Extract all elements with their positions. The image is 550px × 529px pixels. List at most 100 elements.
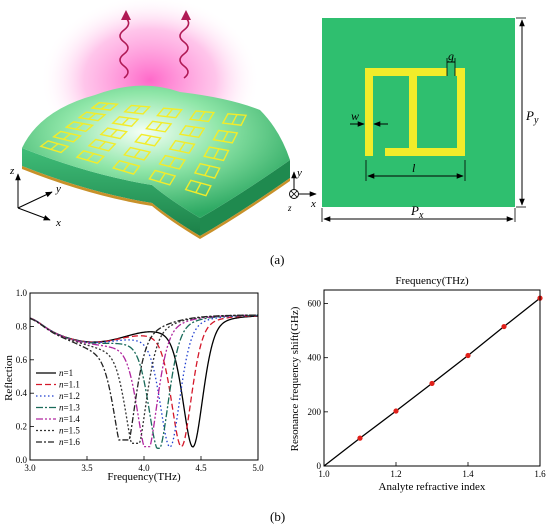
panel-a-caption: (a) [270, 252, 284, 267]
reflection-chart: Reflection Frequency(THz) 3.0 3.5 4.0 4.5 5.… [3, 288, 264, 483]
shift-y-tick-label: 400 [308, 353, 322, 363]
legend-label: n=1.3 [59, 403, 80, 413]
reflection-y-title: Reflection [3, 355, 15, 401]
reflected-wave-arrow [181, 10, 191, 20]
unit-cell-axis-y: y [296, 167, 302, 179]
resonator-cell [221, 113, 248, 126]
reflection-y-tick-label: 0.0 [16, 455, 28, 465]
reflection-series-line [30, 315, 258, 448]
legend-label: n=1.4 [59, 414, 80, 424]
unit-cell-diagram: g w l Py Px y z x [287, 17, 539, 222]
resonator-cell [111, 116, 140, 127]
resonator-cell [148, 169, 177, 186]
reflection-x-tick-label: 4.0 [138, 463, 150, 473]
resonator-cell [99, 127, 128, 140]
resonator-cell [77, 111, 107, 122]
reflection-y-tick-label: 0.6 [16, 355, 28, 365]
shift-x-tick-label: 1.0 [318, 469, 330, 479]
reflection-x-tick-label: 3.0 [24, 463, 36, 473]
shift-data-point [357, 435, 363, 441]
shift-plot-frame [323, 289, 541, 467]
resonator-cell [112, 159, 141, 175]
resonator-cell [64, 121, 95, 133]
metasurface-3d-illustration [22, 0, 290, 239]
shift-data-point [501, 323, 507, 330]
shift-data-point [393, 408, 399, 414]
resonator-cell [39, 140, 70, 154]
axis-x-label: x [55, 217, 61, 229]
resonator-cell [212, 129, 239, 144]
reflection-x-tick-label: 4.5 [195, 463, 207, 473]
resonator-cell [193, 162, 221, 179]
shift-y-tick-label: 0 [317, 461, 322, 471]
reflection-series-line [30, 314, 258, 448]
coordinate-axes-3d: z y x [9, 165, 61, 229]
shift-data-point [429, 380, 435, 387]
shift-x-title: Analyte refractive index [379, 481, 486, 493]
frequency-shift-chart: Frequency(THz) Resonance frequency shift… [289, 275, 546, 493]
gap-label: g [448, 49, 454, 63]
reflection-x-tick-label: 5.0 [252, 463, 264, 473]
resonator-cell [178, 125, 206, 139]
unit-cell-axes: y z x [287, 167, 317, 213]
shift-chart-title: Frequency(THz) [395, 275, 469, 287]
reflection-x-title: Frequency(THz) [107, 471, 181, 483]
resonator-cell [52, 130, 82, 143]
resonator-cell [203, 146, 230, 162]
resonator-cell [123, 104, 151, 115]
resonator-cell [90, 101, 119, 111]
shift-x-tick-label: 1.2 [390, 469, 401, 479]
axis-y-label: y [55, 183, 61, 195]
shift-x-tick-label: 1.4 [462, 469, 474, 479]
unit-cell-axis-x: x [310, 198, 316, 210]
reflected-wave [179, 17, 190, 79]
resonator-array [39, 101, 248, 197]
legend-label: n=1.2 [59, 391, 80, 401]
unit-cell-axis-z: z [287, 203, 292, 213]
reflection-plot-frame [29, 292, 259, 461]
incident-wave-arrow [121, 10, 131, 20]
resonator-cell [123, 146, 152, 161]
reflection-legend: n=1 n=1.1n=1.2 n=1.3n=1.4 n=1.5n=1.6 [36, 368, 80, 447]
resonator-cell [145, 120, 173, 133]
legend-label: n=1.6 [59, 437, 80, 447]
width-label: w [351, 109, 359, 123]
reflection-y-tick-label: 0.2 [16, 422, 27, 432]
shift-data [323, 295, 543, 467]
period-x-label: Px [410, 203, 424, 221]
resonator-cell [134, 133, 162, 147]
reflection-series-line [30, 314, 258, 441]
shift-ticks: 1.0 1.2 1.4 1.6 0 200 400 600 [308, 299, 547, 479]
shift-x-tick-label: 1.6 [534, 469, 546, 479]
reflection-series-line [30, 314, 258, 448]
resonator-cell [156, 107, 183, 119]
reflection-y-tick-label: 0.4 [16, 388, 28, 398]
shift-y-title: Resonance frequency shift(GHz) [289, 306, 301, 451]
panel-b-caption: (b) [270, 509, 285, 524]
legend-label: n=1 [59, 368, 73, 378]
axis-z-label: z [9, 165, 15, 177]
slab-right-side [200, 160, 290, 236]
slab-front-side [22, 148, 200, 236]
reflection-curves [30, 314, 258, 449]
reflection-y-tick-label: 1.0 [16, 288, 28, 298]
resonator-cell [188, 110, 216, 123]
shift-y-tick-label: 200 [308, 407, 322, 417]
reflection-series-line [30, 314, 258, 444]
legend-label: n=1.5 [59, 426, 80, 436]
split-ring-resonator [365, 68, 465, 156]
incident-wave [119, 17, 130, 79]
reflection-ticks: 3.0 3.5 4.0 4.5 5.0 0.0 0.2 0.4 0.6 0.8 1.0 [16, 288, 264, 473]
resonator-cell [87, 138, 117, 152]
reflection-y-tick-label: 0.8 [16, 321, 28, 331]
shift-data-point [465, 352, 471, 359]
resonator-cell [75, 150, 106, 165]
legend-label: n=1.1 [59, 380, 80, 390]
length-label: l [412, 161, 416, 175]
shift-y-tick-label: 600 [308, 299, 322, 309]
reflection-x-tick-label: 3.5 [81, 463, 93, 473]
period-y-label: Py [525, 108, 539, 126]
resonator-cell [158, 154, 186, 170]
resonator-cell [184, 179, 212, 197]
